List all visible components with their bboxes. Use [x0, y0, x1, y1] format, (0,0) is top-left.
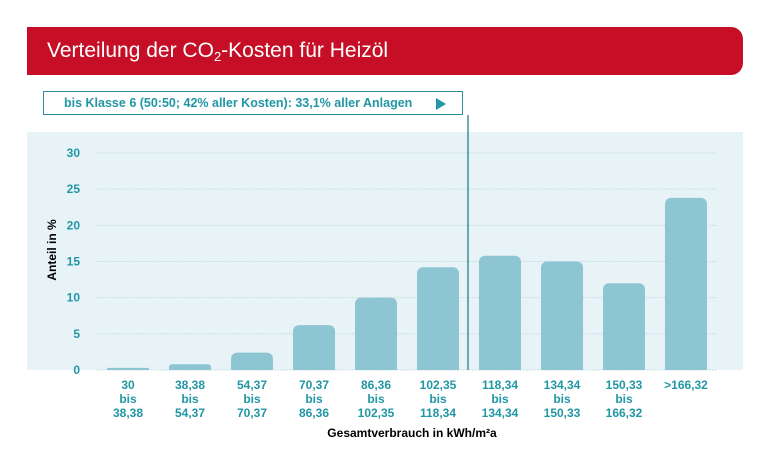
bar [169, 364, 211, 370]
x-tick-label: 118,34 bis 134,34 [482, 378, 519, 420]
y-tick-label: 15 [67, 255, 81, 269]
x-tick-label: 102,35 bis 118,34 [420, 378, 457, 420]
bar [541, 261, 583, 370]
annotation-box: bis Klasse 6 (50:50; 42% aller Kosten): … [43, 91, 463, 115]
annotation-text: bis Klasse 6 (50:50; 42% aller Kosten): … [64, 96, 413, 110]
x-tick-label: 134,34 bis 150,33 [544, 378, 581, 420]
bar [665, 197, 707, 370]
y-tick-label: 5 [73, 327, 80, 341]
y-tick-label: 30 [67, 146, 81, 160]
x-tick-label: 150,33 bis 166,32 [606, 378, 643, 420]
y-tick-label: 20 [67, 218, 81, 232]
x-tick-label: 86,36 bis 102,35 [358, 378, 395, 420]
bar [603, 283, 645, 370]
x-tick-label: 70,37 bis 86,36 [299, 378, 329, 420]
bar [479, 255, 521, 370]
x-tick-label: 54,37 bis 70,37 [237, 378, 267, 420]
y-tick-label: 0 [73, 363, 80, 377]
bar [231, 352, 273, 370]
y-tick-label: 25 [67, 182, 81, 196]
y-axis-label: Anteil in % [45, 219, 59, 281]
bar [107, 367, 149, 370]
bar [417, 267, 459, 370]
x-axis-label: Gesamtverbrauch in kWh/m²a [327, 426, 497, 440]
bar [293, 325, 335, 370]
x-tick-label: 38,38 bis 54,37 [175, 378, 205, 420]
chart-title-banner: Verteilung der CO2-Kosten für Heizöl [27, 27, 743, 75]
play-arrow-icon [436, 98, 446, 110]
x-tick-label: 30 bis 38,38 [113, 378, 143, 420]
x-tick-label: >166,32 [664, 378, 708, 392]
bar [355, 297, 397, 370]
y-tick-label: 10 [67, 291, 81, 305]
chart-title: Verteilung der CO2-Kosten für Heizöl [47, 39, 389, 64]
